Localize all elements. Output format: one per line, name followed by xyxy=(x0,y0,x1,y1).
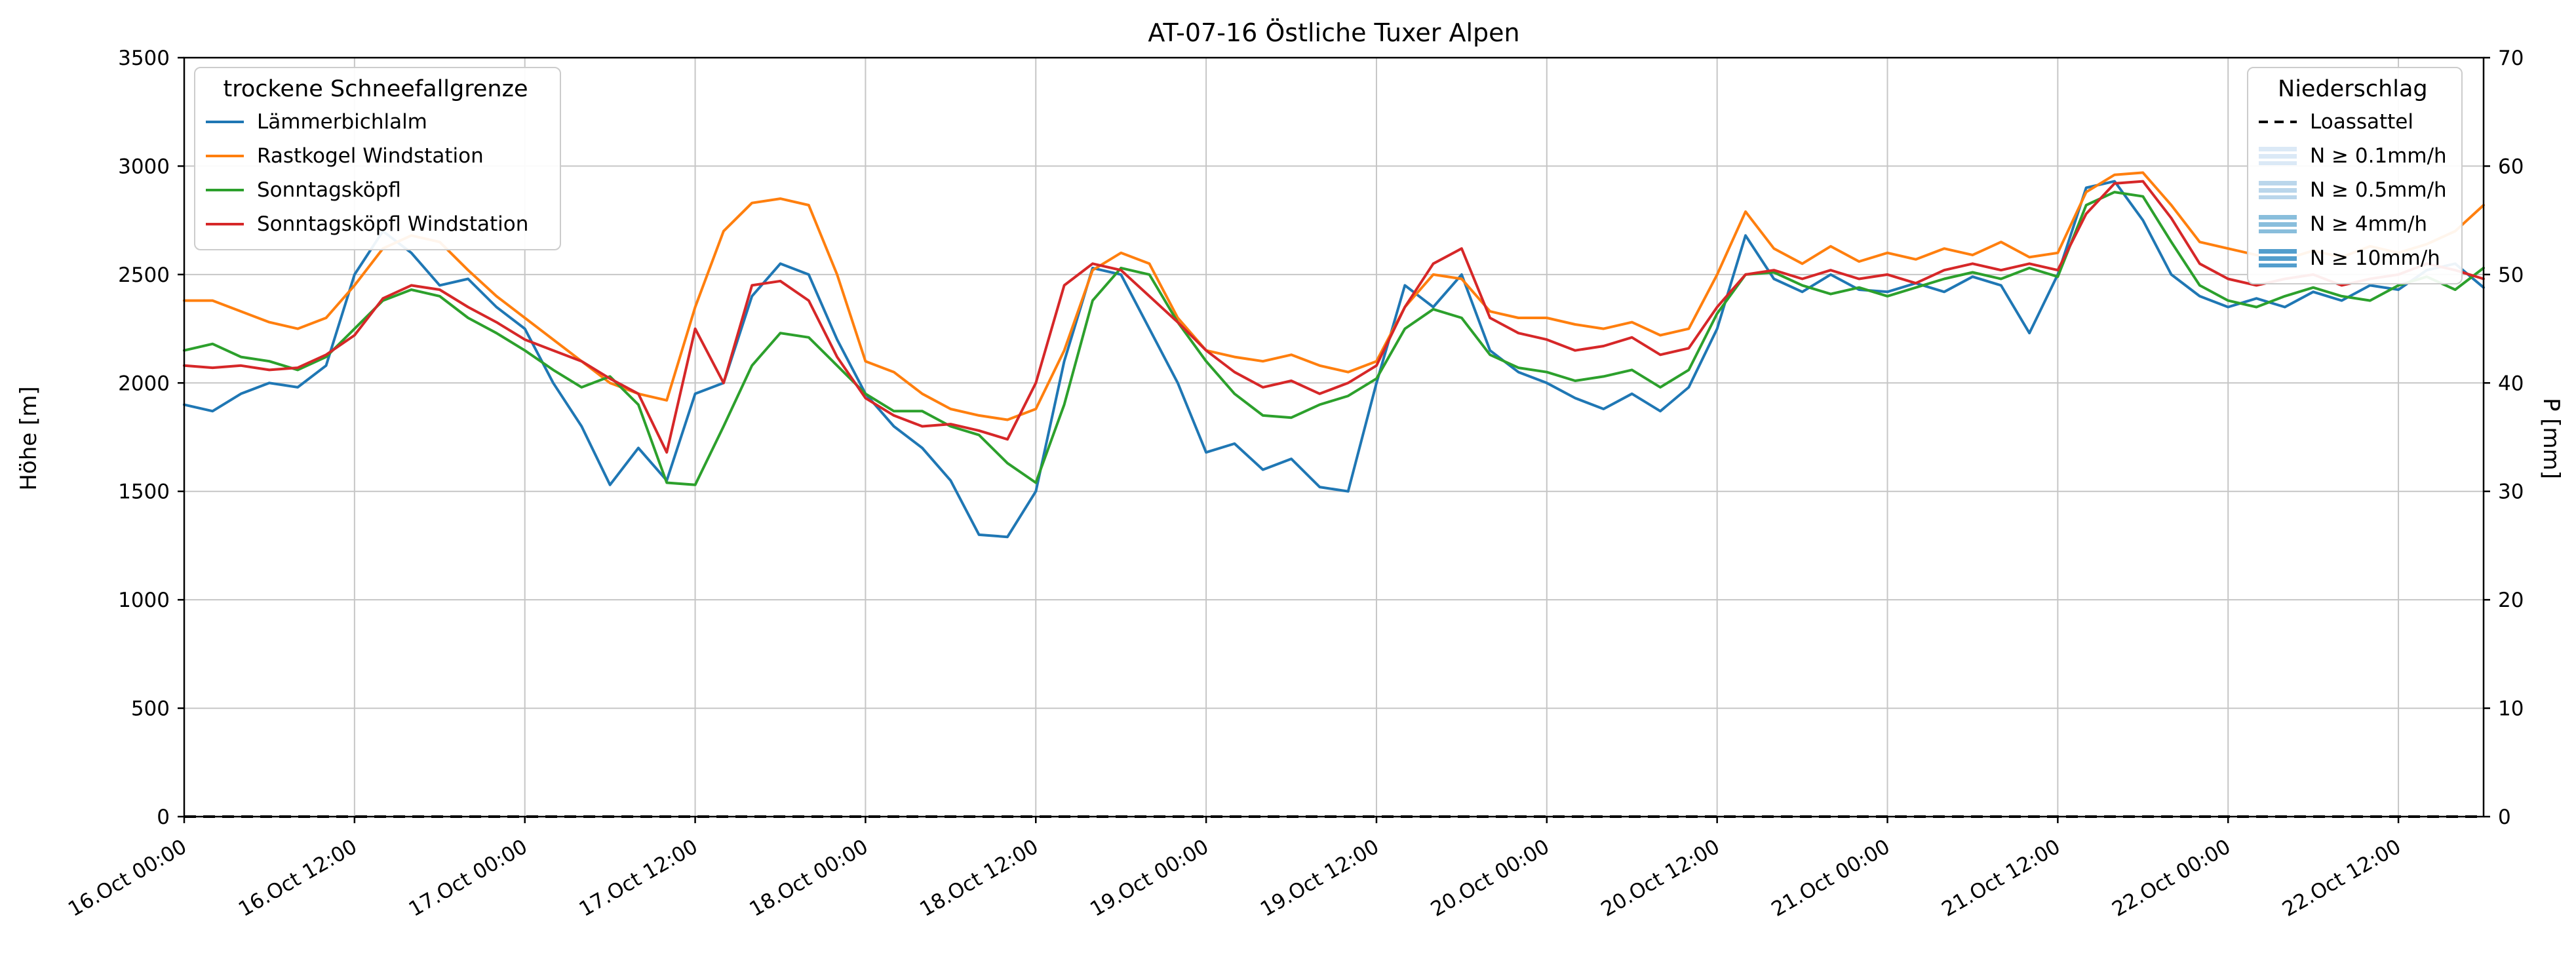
x-tick-label: 21.Oct 00:00 xyxy=(1768,835,1894,922)
legend-precipitation: Niederschlag Loassattel N ≥ 0.1mm/h N ≥ 0.… xyxy=(2247,67,2463,284)
legend-line-swatch xyxy=(206,189,244,191)
x-tick-label: 18.Oct 12:00 xyxy=(916,835,1042,922)
legend-entry: Sonntagsköpfl xyxy=(206,173,545,207)
legend-entry-label: Rastkogel Windstation xyxy=(257,144,484,168)
legend-entry-label: Sonntagsköpfl Windstation xyxy=(257,212,529,236)
y-right-tick-label: 10 xyxy=(2498,697,2524,721)
legend-entry-label: N ≥ 4mm/h xyxy=(2310,212,2428,236)
legend-entry-label: N ≥ 10mm/h xyxy=(2310,246,2440,270)
y-left-tick-label: 1000 xyxy=(118,589,170,612)
y-right-tick-label: 50 xyxy=(2498,263,2524,287)
legend-entry: N ≥ 0.5mm/h xyxy=(2259,173,2447,207)
x-tick-label: 19.Oct 12:00 xyxy=(1257,835,1383,922)
x-tick-label: 20.Oct 00:00 xyxy=(1427,835,1553,922)
y-right-tick-label: 70 xyxy=(2498,47,2524,70)
x-tick-label: 18.Oct 00:00 xyxy=(745,835,872,922)
legend-patch-swatch xyxy=(2259,249,2297,267)
x-tick-label: 16.Oct 12:00 xyxy=(235,835,361,922)
x-tick-label: 17.Oct 12:00 xyxy=(576,835,702,922)
legend-line-swatch xyxy=(206,155,244,157)
legend-entry-label: N ≥ 0.5mm/h xyxy=(2310,178,2447,202)
x-tick-label: 22.Oct 12:00 xyxy=(2278,835,2405,922)
y-right-tick-label: 30 xyxy=(2498,480,2524,504)
legend-patch-swatch xyxy=(2259,147,2297,165)
legend-entry: N ≥ 0.1mm/h xyxy=(2259,139,2447,173)
legend-entry: Rastkogel Windstation xyxy=(206,139,545,173)
y-left-tick-label: 0 xyxy=(157,805,170,829)
legend-entry-label: N ≥ 0.1mm/h xyxy=(2310,144,2447,168)
legend-entry: Lämmerbichlalm xyxy=(206,105,545,139)
legend-entry-label: Sonntagsköpfl xyxy=(257,178,401,202)
x-tick-label: 19.Oct 00:00 xyxy=(1086,835,1213,922)
series-line-rastkogel-windstation xyxy=(183,171,2485,421)
y-left-tick-label: 3000 xyxy=(118,155,170,178)
legend-snowfall-line-title: trockene Schneefallgrenze xyxy=(223,76,528,102)
legend-snowfall-line: trockene Schneefallgrenze Lämmerbichlalm… xyxy=(194,67,561,250)
y-left-tick-label: 500 xyxy=(131,697,170,721)
legend-entry-label: Loassattel xyxy=(2310,110,2413,134)
legend-patch-swatch xyxy=(2259,181,2297,199)
legend-dashed-line-swatch xyxy=(2259,121,2297,123)
legend-patch-swatch xyxy=(2259,215,2297,233)
y-left-tick-label: 2000 xyxy=(118,372,170,395)
y-right-tick-label: 60 xyxy=(2498,155,2524,178)
legend-entry: N ≥ 10mm/h xyxy=(2259,241,2447,275)
legend-entry: Sonntagsköpfl Windstation xyxy=(206,207,545,241)
y-left-tick-label: 3500 xyxy=(118,47,170,70)
legend-entry: Loassattel xyxy=(2259,105,2447,139)
chart-title: AT-07-16 Östliche Tuxer Alpen xyxy=(1148,18,1520,47)
y-right-tick-label: 20 xyxy=(2498,589,2524,612)
legend-precipitation-entries: Loassattel N ≥ 0.1mm/h N ≥ 0.5mm/h N ≥ 4mm/… xyxy=(2259,105,2447,275)
y-left-tick-label: 2500 xyxy=(118,263,170,287)
x-tick-label: 16.Oct 00:00 xyxy=(64,835,191,922)
legend-line-swatch xyxy=(206,121,244,123)
series-line-sonntagsköpfl-windstation xyxy=(183,180,2485,454)
x-tick-label: 21.Oct 12:00 xyxy=(1938,835,2064,922)
legend-precipitation-title: Niederschlag xyxy=(2278,76,2428,102)
x-tick-label: 17.Oct 00:00 xyxy=(405,835,532,922)
y-right-tick-label: 0 xyxy=(2498,805,2511,829)
y-right-tick-label: 40 xyxy=(2498,372,2524,395)
legend-snowfall-line-entries: Lämmerbichlalm Rastkogel Windstation Sonnt… xyxy=(206,105,545,241)
x-tick-label: 22.Oct 00:00 xyxy=(2108,835,2234,922)
legend-entry: N ≥ 4mm/h xyxy=(2259,207,2447,241)
y-left-tick-label: 1500 xyxy=(118,480,170,504)
x-tick-label: 20.Oct 12:00 xyxy=(1597,835,1724,922)
legend-line-swatch xyxy=(206,223,244,225)
legend-entry-label: Lämmerbichlalm xyxy=(257,110,427,134)
